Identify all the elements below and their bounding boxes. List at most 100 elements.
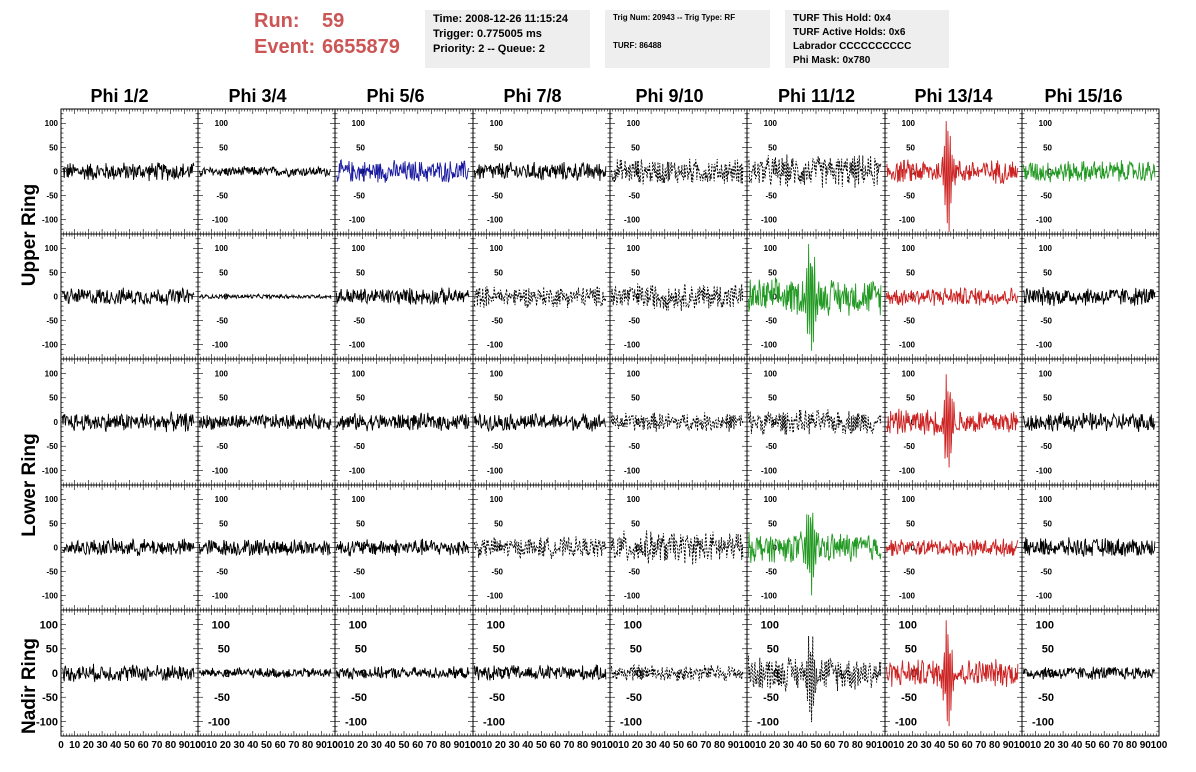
y-tick-label: 100 xyxy=(764,119,778,128)
waveform-trace xyxy=(748,154,882,188)
waveform-trace xyxy=(62,162,195,182)
y-tick-label: 100 xyxy=(764,369,778,378)
y-tick-label: -100 xyxy=(42,466,59,475)
y-tick-label: -50 xyxy=(1040,316,1052,325)
y-tick-label: 50 xyxy=(356,143,365,152)
y-tick-label: -50 xyxy=(765,316,777,325)
y-tick-label: -50 xyxy=(628,316,640,325)
y-tick-label: -100 xyxy=(1036,466,1053,475)
waveform-trace xyxy=(885,374,1019,468)
waveform-trace xyxy=(885,538,1019,557)
y-tick-label: 100 xyxy=(902,495,916,504)
y-tick-label: -100 xyxy=(487,215,504,224)
y-tick-label: -100 xyxy=(212,215,229,224)
waveform-trace xyxy=(335,538,470,557)
run-label: Run: xyxy=(254,10,300,32)
y-tick-label: -50 xyxy=(46,316,58,325)
y-tick-label: 100 xyxy=(764,244,778,253)
y-tick-label: 100 xyxy=(902,244,916,253)
waveform-trace xyxy=(610,530,744,565)
y-tick-label: 100 xyxy=(352,244,366,253)
y-tick-label: -100 xyxy=(761,466,778,475)
y-tick-label: 100 xyxy=(1039,369,1053,378)
y-tick-label: 50 xyxy=(906,394,915,403)
y-tick-label: -100 xyxy=(212,466,229,475)
y-tick-label: 50 xyxy=(494,394,503,403)
waveform-trace xyxy=(335,412,470,432)
y-tick-label: -100 xyxy=(42,591,59,600)
y-tick-label: 50 xyxy=(906,143,915,152)
y-tick-label: 0 xyxy=(54,292,59,301)
y-tick-label: 100 xyxy=(627,369,641,378)
y-tick-label: -100 xyxy=(212,340,229,349)
phi-mask-line: Phi Mask: 0x780 xyxy=(793,55,871,66)
y-tick-label: 0 xyxy=(911,543,916,552)
time-line: Time: 2008-12-26 11:15:24 xyxy=(433,13,568,25)
y-tick-label: -50 xyxy=(46,191,58,200)
y-tick-label: 0 xyxy=(636,418,641,427)
priority-line: Priority: 2 -- Queue: 2 xyxy=(433,43,545,55)
waveform-trace xyxy=(610,158,744,185)
waveform-trace xyxy=(747,244,882,351)
turf-info-box: TURF This Hold: 0x4 TURF Active Holds: 0… xyxy=(785,10,949,68)
waveform-trace xyxy=(885,287,1019,306)
y-tick-label: -100 xyxy=(349,215,366,224)
y-tick-label: 50 xyxy=(49,394,58,403)
y-tick-label: -50 xyxy=(216,442,228,451)
y-tick-label: -100 xyxy=(761,591,778,600)
y-tick-label: -100 xyxy=(349,340,366,349)
y-tick-label: 100 xyxy=(352,369,366,378)
y-tick-label: -100 xyxy=(349,466,366,475)
y-tick-label: 50 xyxy=(356,394,365,403)
y-tick-label: -50 xyxy=(1040,442,1052,451)
y-tick-label: -50 xyxy=(46,567,58,576)
waveform-trace xyxy=(610,412,744,432)
y-tick-label: -100 xyxy=(899,215,916,224)
y-tick-label: 0 xyxy=(1048,418,1053,427)
y-tick-label: -100 xyxy=(487,591,504,600)
y-tick-label: 100 xyxy=(45,244,59,253)
y-tick-label: -50 xyxy=(353,567,365,576)
y-tick-label: 100 xyxy=(45,369,59,378)
waveform-trace xyxy=(747,409,882,435)
y-tick-label: -50 xyxy=(353,316,365,325)
y-tick-label: -50 xyxy=(628,567,640,576)
y-tick-label: -100 xyxy=(1036,215,1053,224)
y-tick-label: 50 xyxy=(1043,394,1052,403)
y-tick-label: 50 xyxy=(768,519,777,528)
y-tick-label: 50 xyxy=(219,519,228,528)
col-title-phi-3-4: Phi 3/4 xyxy=(228,86,287,106)
y-tick-label: 100 xyxy=(215,495,229,504)
y-tick-label: 50 xyxy=(906,519,915,528)
y-tick-label: -100 xyxy=(761,215,778,224)
turf-hold-line: TURF This Hold: 0x4 xyxy=(793,13,891,24)
y-tick-label: 50 xyxy=(768,268,777,277)
y-tick-label: 50 xyxy=(494,519,503,528)
y-tick-label: 100 xyxy=(1039,244,1053,253)
y-tick-label: 50 xyxy=(1043,268,1052,277)
y-tick-label: 0 xyxy=(499,292,504,301)
y-tick-label: 50 xyxy=(356,519,365,528)
y-tick-label: 0 xyxy=(54,543,59,552)
waveform-trace xyxy=(198,539,332,556)
y-tick-label: 100 xyxy=(352,119,366,128)
waveform-trace xyxy=(473,161,607,182)
y-tick-label: 50 xyxy=(631,268,640,277)
y-tick-label: 100 xyxy=(490,369,504,378)
trig-info-box: Trig Num: 20943 -- Trig Type: RF TURF: 8… xyxy=(605,10,770,68)
y-tick-label: -50 xyxy=(353,191,365,200)
waveform-trace xyxy=(336,159,470,183)
y-tick-label: -100 xyxy=(899,340,916,349)
y-tick-label: 50 xyxy=(219,268,228,277)
y-tick-label: -50 xyxy=(903,316,915,325)
y-tick-label: 50 xyxy=(906,268,915,277)
run-event-block: Run: 59 Event: 6655879 xyxy=(254,8,400,60)
y-tick-label: -100 xyxy=(899,591,916,600)
y-tick-label: -50 xyxy=(903,442,915,451)
y-tick-label: 100 xyxy=(902,369,916,378)
col-title-phi-11-12: Phi 11/12 xyxy=(777,86,856,106)
y-tick-label: -50 xyxy=(903,191,915,200)
labrador-line: Labrador CCCCCCCCCC xyxy=(793,41,912,52)
y-tick-label: -100 xyxy=(624,591,641,600)
